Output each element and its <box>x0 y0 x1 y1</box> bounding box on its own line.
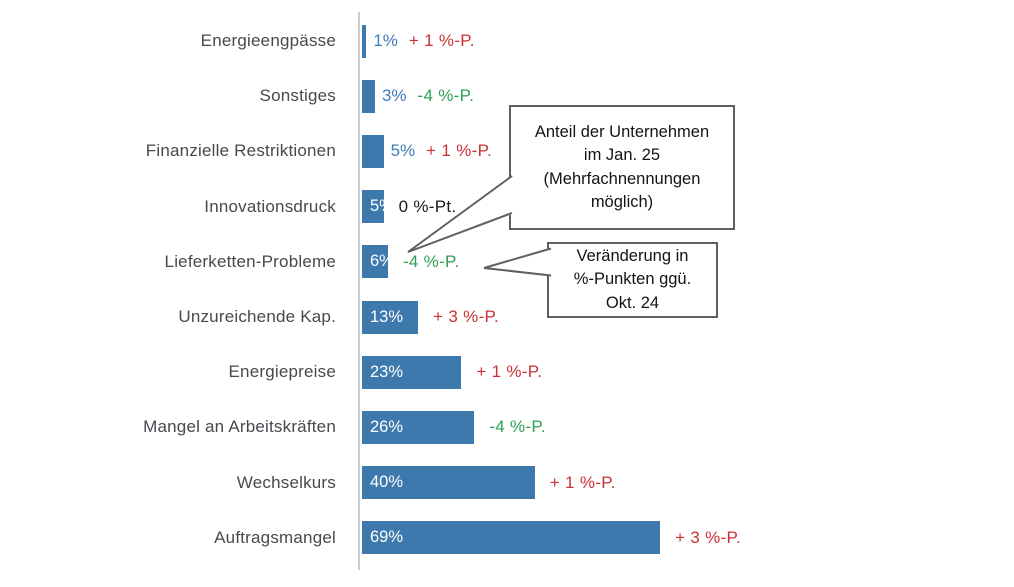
bar-row: Innovationsdruck 5% 0 %-Pt. <box>0 179 1014 235</box>
bar-row: Energieengpässe 1% + 1 %-P. <box>0 13 1014 69</box>
change-label: + 1 %-P. <box>408 31 475 50</box>
category-label: Auftragsmangel <box>214 527 336 547</box>
change-label: -4 %-P. <box>489 417 546 437</box>
change-label: 0 %-Pt. <box>398 196 457 216</box>
value-label: 5% <box>390 141 416 161</box>
callout-share-text: Anteil der Unternehmen im Jan. 25 (Mehrf… <box>534 122 710 211</box>
bar-row: Lieferketten-Probleme 6% -4 %-P. <box>0 234 1014 290</box>
bar: 69% <box>362 521 661 555</box>
callout-change-vs-oct: Veränderung in %-Punkten ggü. Okt. 24 <box>547 242 718 318</box>
bar-row: Unzureichende Kap. 13% + 3 %-P. <box>0 289 1014 345</box>
value-label: 26% <box>370 417 404 436</box>
bar-row: Wechselkurs 40% + 1 %-P. <box>0 455 1014 511</box>
category-label: Energieengpässe <box>200 31 336 50</box>
bar-row: Auftragsmangel 69% + 3 %-P. <box>0 510 1014 566</box>
bar <box>362 134 384 168</box>
callout-change-text: Veränderung in %-Punkten ggü. Okt. 24 <box>573 246 692 312</box>
value-label: 40% <box>370 473 404 492</box>
bar-row: Sonstiges 3% -4 %-P. <box>0 68 1014 124</box>
category-label: Lieferketten-Probleme <box>164 251 336 271</box>
bar: 5% <box>362 190 384 224</box>
bar: 26% <box>362 410 475 444</box>
value-label: 13% <box>370 307 404 326</box>
change-label: + 1 %-P. <box>426 141 493 161</box>
value-label: 3% <box>381 86 407 106</box>
category-label: Mangel an Arbeitskräften <box>143 417 336 437</box>
change-label: -4 %-P. <box>417 86 475 106</box>
bar-row: Energiepreise 23% + 1 %-P. <box>0 344 1014 400</box>
value-label: 23% <box>370 362 404 381</box>
change-label: + 1 %-P. <box>549 472 616 492</box>
bar: 40% <box>362 466 535 500</box>
category-label: Sonstiges <box>259 86 336 106</box>
bar: 23% <box>362 355 462 389</box>
category-label: Finanzielle Restriktionen <box>145 141 336 161</box>
bar: 13% <box>362 300 419 334</box>
bar <box>362 24 367 58</box>
category-label: Wechselkurs <box>236 472 336 492</box>
value-label: 1% <box>373 31 398 50</box>
value-label: 69% <box>370 528 404 547</box>
category-label: Unzureichende Kap. <box>178 307 336 326</box>
change-label: -4 %-P. <box>402 251 460 271</box>
change-label: + 1 %-P. <box>476 362 543 382</box>
change-label: + 3 %-P. <box>675 527 741 547</box>
category-label: Energiepreise <box>228 362 336 382</box>
callout-share-of-companies: Anteil der Unternehmen im Jan. 25 (Mehrf… <box>509 105 735 230</box>
change-label: + 3 %-P. <box>433 307 500 326</box>
bar: 6% <box>362 245 388 279</box>
y-axis-line <box>358 12 360 570</box>
bar-row: Finanzielle Restriktionen 5% + 1 %-P. <box>0 123 1014 179</box>
value-label: 6% <box>370 252 388 271</box>
value-label: 5% <box>370 197 384 216</box>
category-label: Innovationsdruck <box>204 196 336 216</box>
bar <box>362 79 375 113</box>
bar-row: Mangel an Arbeitskräften 26% -4 %-P. <box>0 399 1014 455</box>
